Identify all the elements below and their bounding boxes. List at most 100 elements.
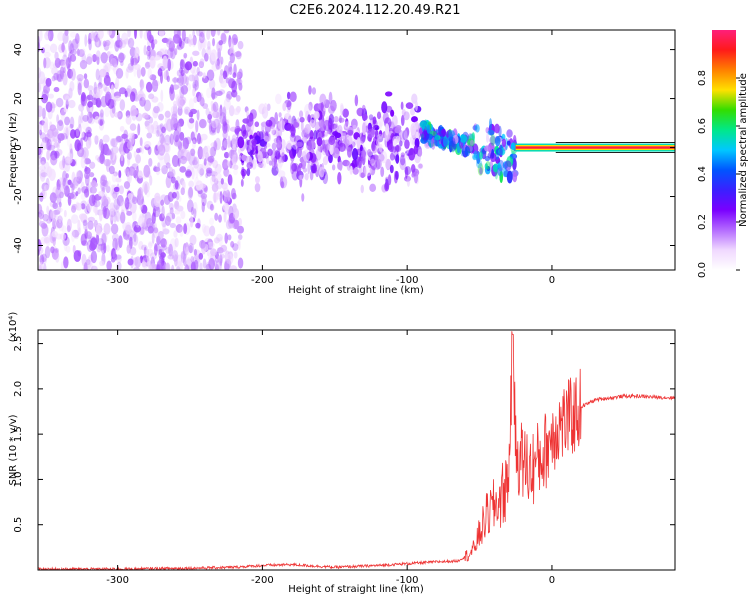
- spectrogram-cell: [419, 120, 427, 129]
- spectrogram-cell: [510, 142, 515, 150]
- spectrogram-cell: [304, 103, 312, 116]
- spectrogram-cell: [464, 146, 471, 157]
- spectrogram-cell: [286, 91, 291, 100]
- spectrogram-cell: [384, 181, 390, 192]
- spectrogram-cell: [216, 233, 223, 242]
- spectrogram-cell: [53, 87, 60, 93]
- spectrogram-cell: [174, 237, 179, 248]
- y-tick-label: 2.0: [13, 381, 24, 397]
- spectrogram-cell: [206, 247, 210, 257]
- spectrogram-cell: [403, 111, 410, 121]
- spectrogram-cell: [96, 34, 100, 47]
- spectrogram-cell: [147, 67, 152, 79]
- spectrogram-cell: [65, 173, 69, 179]
- spectrogram-cell: [56, 205, 61, 215]
- spectrogram-cell: [131, 57, 139, 66]
- spectrogram-cell: [161, 164, 168, 175]
- y-tick-label: 40: [13, 43, 24, 56]
- spectrogram-cell: [174, 48, 178, 56]
- spectrogram-cell: [159, 133, 165, 145]
- spectrogram-cell: [191, 35, 197, 48]
- spectrogram-cell: [56, 142, 61, 150]
- spectrogram-cell: [52, 218, 57, 230]
- spectrogram-cell: [177, 138, 183, 152]
- spectrogram-cell: [308, 101, 313, 111]
- spectrogram-cell: [277, 170, 286, 178]
- spectrogram-cell: [385, 123, 390, 136]
- spectrogram-cell: [326, 143, 331, 151]
- spectrogram-cell: [219, 191, 223, 204]
- spectrogram-cell: [50, 210, 57, 220]
- spectrogram-cell: [130, 56, 135, 67]
- spectrogram-cell: [160, 194, 167, 201]
- spectrogram-cell: [227, 147, 231, 158]
- spectrogram-cell: [157, 63, 164, 70]
- spectrogram-cell: [220, 244, 228, 253]
- spectrogram-cell: [184, 61, 193, 71]
- spectrogram-cell: [215, 63, 220, 70]
- spectrogram-cell: [168, 166, 174, 176]
- spectrogram-cell: [233, 251, 238, 259]
- spectrogram-cell: [44, 51, 51, 58]
- spectrogram-cell: [136, 222, 140, 228]
- spectrogram-cell: [83, 73, 88, 80]
- spectrogram-cell: [127, 170, 132, 184]
- spectrogram-cell: [113, 95, 121, 102]
- spectrogram-cell: [212, 38, 216, 47]
- spectrogram-cell: [108, 208, 116, 218]
- spectrogram-cell: [46, 218, 52, 224]
- spectrogram-cell: [210, 104, 218, 117]
- spectrogram-cell: [201, 37, 207, 49]
- spectrogram-cell: [179, 131, 185, 141]
- spectrogram-cell: [205, 263, 212, 270]
- spectrogram-cell: [83, 157, 91, 165]
- spectrogram-cell: [274, 149, 282, 160]
- spectrogram-cell: [144, 120, 150, 127]
- spectrogram-cell: [97, 118, 105, 126]
- spectrogram-cell: [246, 144, 251, 153]
- spectrogram-cell: [190, 255, 195, 263]
- spectrogram-cell: [198, 61, 204, 69]
- spectrogram-cell: [107, 30, 112, 36]
- spectrogram-cell: [114, 215, 119, 222]
- spectrogram-cell: [63, 125, 71, 137]
- spectrogram-cell: [43, 57, 47, 69]
- spectrogram-cell: [160, 199, 165, 206]
- spectrogram-cell: [171, 213, 176, 220]
- spectrogram-cell: [188, 111, 193, 118]
- spectrogram-cell: [376, 111, 382, 120]
- spectrogram-cell: [38, 146, 42, 156]
- spectrogram-cell: [385, 105, 393, 113]
- spectrogram-cell: [59, 233, 67, 241]
- spectrogram-cell: [369, 183, 377, 193]
- spectrogram-cell: [169, 84, 174, 95]
- spectrogram-cell: [148, 116, 154, 124]
- spectrogram-cell: [125, 115, 132, 125]
- spectrogram-cell: [223, 30, 230, 34]
- spectrogram-cell: [197, 163, 204, 175]
- spectrogram-cell: [119, 39, 127, 49]
- spectrogram-cell: [160, 89, 164, 102]
- spectrogram-cell: [331, 164, 336, 171]
- spectrogram-cell: [180, 210, 186, 220]
- spectrogram-cell: [85, 174, 90, 186]
- spectrogram-cell: [126, 151, 132, 160]
- spectrogram-cell: [185, 136, 192, 145]
- spectrogram-cell: [157, 230, 164, 240]
- spectrogram-cell: [179, 155, 188, 165]
- spectrogram-cell: [38, 82, 41, 93]
- spectrogram-cell: [218, 214, 222, 223]
- spectrogram-cell: [344, 121, 351, 130]
- spectrogram-cell: [254, 121, 260, 128]
- spectrogram-cell: [212, 111, 220, 119]
- spectrogram-cell: [94, 203, 98, 216]
- spectrogram-cell: [171, 113, 178, 122]
- spectrogram-cell: [80, 181, 85, 194]
- spectrogram-frame: [37, 29, 676, 271]
- spectrogram-cell: [108, 54, 116, 65]
- spectrogram-cell: [87, 256, 93, 268]
- spectrogram-cell: [208, 119, 213, 132]
- spectrogram-cell: [228, 76, 232, 88]
- spectrogram-cell: [332, 147, 340, 159]
- spectrogram-cell: [69, 80, 75, 92]
